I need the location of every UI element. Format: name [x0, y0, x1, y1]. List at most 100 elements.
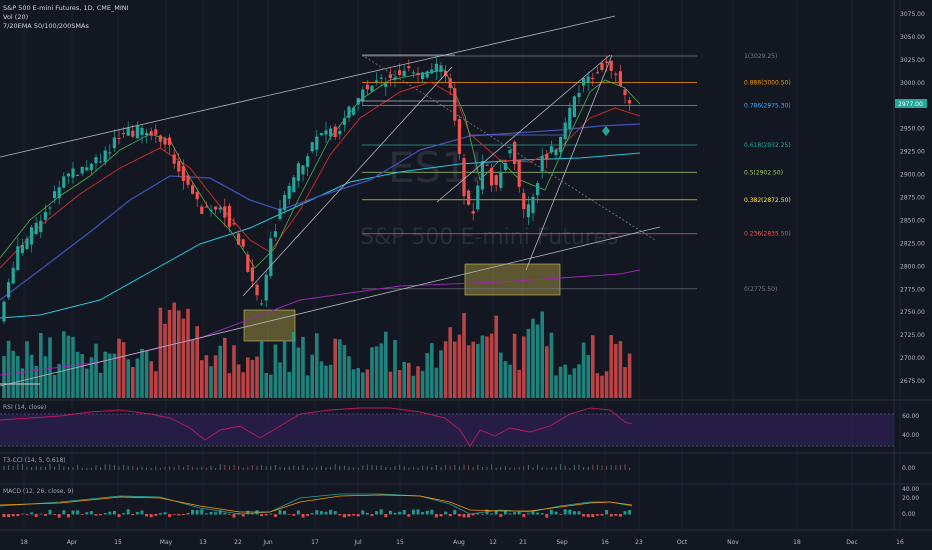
t3-cci-bar: [173, 466, 175, 470]
candle-body: [163, 138, 167, 145]
candle-body: [595, 72, 599, 74]
volume-bar: [315, 333, 319, 398]
time-tick-label: 15: [396, 539, 404, 546]
indicator-tick-label: 0.00: [902, 511, 916, 518]
fib-level-label: 0.786(2975.30): [744, 102, 791, 109]
t3-cci-bar: [17, 464, 19, 470]
t3-cci-legend[interactable]: T3-CCI (14, 5, 0.618): [3, 457, 66, 464]
volume-bar: [545, 346, 549, 398]
candle-body: [526, 204, 530, 218]
t3-cci-histogram: [3, 464, 631, 470]
macd-hist-bar: [480, 514, 484, 515]
candle-body: [582, 78, 586, 86]
candle-body: [301, 165, 305, 175]
volume-bar: [172, 302, 176, 398]
volume-bar: [264, 372, 268, 398]
price-tick-label: 2950.00: [900, 126, 925, 133]
time-tick-label: 18: [793, 539, 801, 546]
candle-body: [214, 206, 218, 210]
candle-body: [85, 167, 89, 171]
candle-body: [149, 131, 153, 136]
macd-hist-bar: [554, 511, 558, 515]
fib-level-label: 0.236(2835.50): [744, 231, 791, 238]
macd-hist-bar: [85, 512, 89, 515]
symbol-legend[interactable]: S&P 500 E-mini Futures, 1D, CME_MINI: [3, 4, 129, 12]
t3-cci-bar: [583, 467, 585, 470]
volume-bar: [103, 351, 107, 398]
volume-bar: [190, 339, 195, 398]
macd-hist-bar: [168, 514, 172, 518]
macd-hist-bar: [181, 514, 185, 516]
t3-cci-bar: [270, 466, 272, 470]
projection-dotted-line: [361, 54, 656, 241]
volume-bar: [108, 353, 112, 398]
macd-hist-bar: [365, 512, 369, 515]
t3-cci-bar: [205, 467, 207, 470]
macd-legend[interactable]: MACD (12, 26, close, 9): [3, 488, 74, 495]
volume-bar: [16, 356, 20, 398]
candle-body: [232, 223, 236, 225]
candle-body: [609, 60, 613, 71]
volume-bar: [2, 356, 6, 398]
volume-bar: [494, 315, 498, 398]
t3-cci-bar: [316, 466, 318, 470]
t3-cci-bar: [159, 467, 161, 470]
candle-body: [292, 177, 296, 193]
candle-body: [168, 137, 172, 145]
candle-body: [485, 164, 489, 166]
volume-bar: [535, 324, 540, 398]
macd-hist-bar: [94, 514, 98, 516]
t3-cci-bar: [192, 466, 194, 470]
time-tick-label: 15: [114, 539, 122, 546]
t3-cci-bar: [573, 464, 575, 470]
t3-cci-bar: [596, 464, 598, 470]
candle-body: [480, 161, 484, 190]
macd-hist-bar: [457, 514, 461, 517]
candle-body: [112, 137, 116, 149]
candle-body: [48, 207, 52, 209]
candle-body: [315, 136, 319, 150]
time-tick-label: 17: [311, 539, 319, 546]
macd-hist-bar: [508, 513, 512, 515]
rsi-legend[interactable]: RSI (14, close): [3, 404, 47, 411]
t3-cci-bar: [3, 465, 5, 470]
t3-cci-bar: [385, 466, 387, 470]
macd-hist-bar: [89, 511, 93, 515]
candle-body: [172, 154, 176, 164]
t3-cci-bar: [334, 464, 336, 470]
t3-cci-bar: [40, 466, 42, 470]
volume-bar: [361, 372, 365, 398]
candle-body: [154, 129, 158, 135]
volume-bar: [443, 341, 448, 398]
demand-zone-box: [464, 263, 561, 296]
volume-bar: [246, 357, 250, 398]
macd-hist-bar: [301, 514, 305, 518]
time-tick-label: 21: [519, 539, 527, 546]
candle-body: [453, 88, 457, 121]
price-axis[interactable]: 2675.00 2700.00 2725.00 2750.00 2775.00 2800.…: [900, 11, 925, 385]
t3-cci-bar: [247, 466, 249, 470]
time-axis[interactable]: 18 Apr 15 May 13 22 Jun 17 Jul 15 Aug 12 21 Sep 16 23 Oc…: [20, 539, 904, 546]
volume-bar: [434, 367, 439, 398]
volume-bar: [324, 365, 328, 398]
macd-hist-bar: [122, 513, 126, 515]
ma-legend[interactable]: 7/20EMA 50/100/200SMAs: [3, 22, 89, 30]
t3-cci-bar: [399, 464, 401, 470]
volume-bar: [310, 354, 314, 398]
candle-body: [122, 133, 126, 135]
volume-bar: [250, 359, 255, 398]
volume-legend[interactable]: Vol (20): [3, 13, 29, 21]
trendlines[interactable]: [0, 15, 661, 387]
volume-bar: [85, 368, 89, 398]
macd-hist-bar: [333, 511, 337, 515]
t3-cci-bar: [477, 464, 479, 470]
macd-hist-bar: [577, 511, 581, 515]
macd-hist-bar: [25, 514, 29, 515]
candle-body: [135, 125, 139, 139]
candle-body: [421, 72, 425, 80]
t3-cci-bar: [95, 465, 97, 470]
volume-bar: [121, 342, 126, 398]
macd-hist-bar: [319, 511, 323, 515]
candle-body: [407, 66, 411, 69]
